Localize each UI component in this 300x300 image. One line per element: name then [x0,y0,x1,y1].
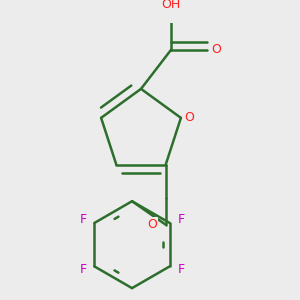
Text: O: O [147,218,157,231]
Text: O: O [211,44,221,56]
Text: F: F [178,214,184,226]
Text: F: F [80,263,87,276]
Text: F: F [80,214,87,226]
Text: OH: OH [161,0,181,11]
Text: F: F [178,263,184,276]
Text: O: O [184,111,194,124]
